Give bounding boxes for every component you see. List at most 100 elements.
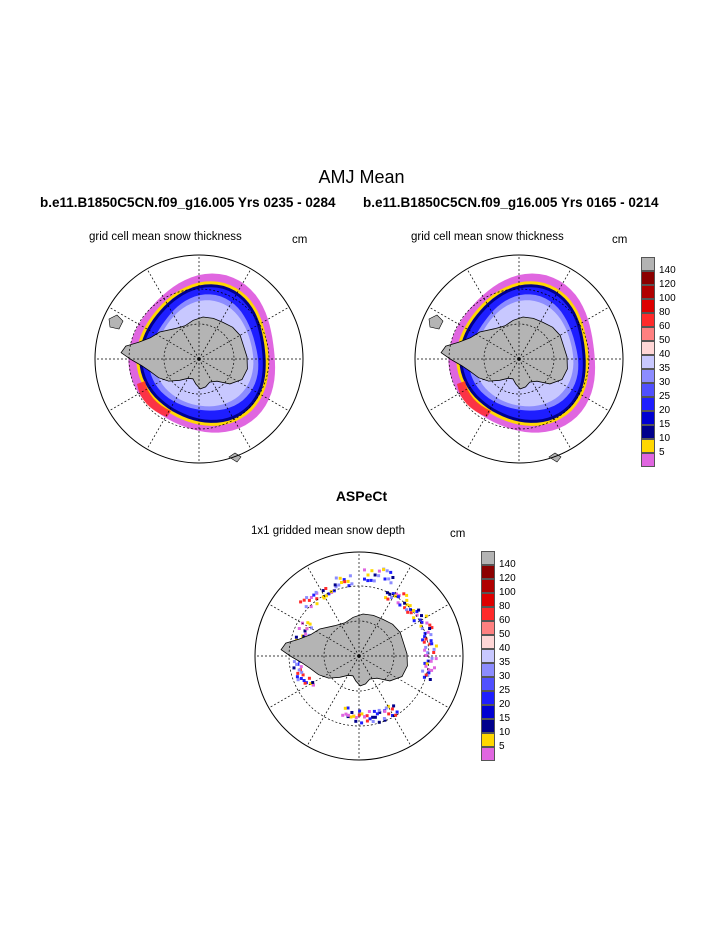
aspect-observation-cell xyxy=(303,629,307,633)
aspect-observation-cell xyxy=(321,595,325,599)
meridian-line xyxy=(306,655,360,747)
aspect-observation-cell xyxy=(405,603,409,607)
aspect-observation-cell xyxy=(423,661,427,665)
aspect-observation-cell xyxy=(422,640,426,644)
meridian-line xyxy=(198,358,290,412)
colorbar-swatch xyxy=(641,285,655,299)
colorbar-label: 120 xyxy=(499,573,516,584)
colorbar-label: 40 xyxy=(659,349,671,360)
antarctica-landmass xyxy=(440,316,568,390)
meridian-line xyxy=(306,565,360,657)
aspect-observation-cell xyxy=(295,675,299,679)
colorbar-swatch xyxy=(481,719,495,733)
aspect-observation-cell xyxy=(430,656,434,660)
colorbar-swatch xyxy=(641,355,655,369)
meridian-line xyxy=(358,603,450,657)
aspect-observation-cell xyxy=(428,678,432,681)
aspect-observation-cell xyxy=(385,591,389,595)
aspect-observation-cell xyxy=(354,719,358,723)
colorbar-swatch xyxy=(641,257,655,271)
aspect-observation-cell xyxy=(419,624,423,628)
aspect-observation-cell xyxy=(403,606,407,610)
aspect-observation-cell xyxy=(415,613,419,617)
meridian-line xyxy=(108,306,200,360)
colorbar-swatch xyxy=(641,327,655,341)
aspect-observation-cell xyxy=(302,679,306,682)
colorbar-label: 80 xyxy=(499,601,511,612)
colorbar-label: 50 xyxy=(659,335,671,346)
aspect-observation-cell xyxy=(387,712,391,716)
aspect-observation-cell xyxy=(299,600,303,604)
colorbar-label: 15 xyxy=(499,713,511,724)
aspect-observation-cell xyxy=(391,592,395,596)
aspect-observation-cell xyxy=(403,601,407,605)
aspect-observation-cell xyxy=(365,714,369,718)
colorbar-swatch xyxy=(481,621,495,635)
aspect-observation-cell xyxy=(372,709,376,713)
colorbar-label: 5 xyxy=(499,741,505,752)
aspect-observation-cell xyxy=(366,579,370,583)
aspect-observation-cell xyxy=(365,719,369,723)
aspect-observation-cell xyxy=(384,596,388,600)
aspect-observation-cell xyxy=(425,662,429,666)
aspect-observation-cell xyxy=(371,715,375,719)
aspect-observation-cell xyxy=(302,634,306,638)
aspect-observation-cell xyxy=(315,597,319,601)
colorbar-swatch xyxy=(481,635,495,649)
aspect-observation-cell xyxy=(426,630,430,634)
aspect-observation-cell xyxy=(347,584,351,588)
meridian-line xyxy=(198,358,252,450)
aspect-observation-cell xyxy=(349,715,353,719)
colorbar-label: 10 xyxy=(659,433,671,444)
aspect-observation-cell xyxy=(433,666,436,670)
latitude-circle xyxy=(323,620,395,692)
colorbar-label: 20 xyxy=(499,699,511,710)
aspect-observation-cell xyxy=(321,589,325,593)
meridian-line xyxy=(518,306,610,360)
colorbar-label: 30 xyxy=(659,377,671,388)
aspect-observation-cell xyxy=(301,673,305,677)
colorbar-swatch xyxy=(641,453,655,467)
colorbar-label: 100 xyxy=(659,293,676,304)
aspect-observation-cell xyxy=(337,583,341,587)
aspect-observation-cell xyxy=(312,593,316,597)
polar-map-right xyxy=(414,254,624,464)
aspect-observation-cell xyxy=(408,608,412,612)
colorbar-label: 140 xyxy=(499,559,516,570)
aspect-observation-cell xyxy=(396,601,400,605)
aspect-observation-cell xyxy=(412,619,416,623)
aspect-observation-cell xyxy=(363,568,366,572)
right-run-title: b.e11.B1850C5CN.f09_g16.005 Yrs 0165 - 0… xyxy=(363,195,659,210)
aspect-observation-cell xyxy=(324,587,328,590)
meridian-line xyxy=(358,655,412,747)
aspect-observation-cell xyxy=(309,605,313,609)
aspect-section-title: ASPeCt xyxy=(335,488,388,504)
aspect-observation-cell xyxy=(423,648,427,652)
aspect-observation-cell xyxy=(352,714,356,718)
aspect-observation-cell xyxy=(387,577,391,581)
colorbar-label: 40 xyxy=(499,643,511,654)
colorbar-swatch xyxy=(641,299,655,313)
aspect-observation-cell xyxy=(297,668,301,672)
south-america-tip xyxy=(108,314,124,330)
aspect-observation-cell xyxy=(346,706,350,710)
aspect-observation-cell xyxy=(426,651,430,655)
aspect-observation-cell xyxy=(391,714,394,717)
colorbar-swatch xyxy=(481,747,495,761)
aspect-observation-cell xyxy=(327,592,331,596)
aspect-observation-cell xyxy=(430,668,434,672)
aspect-observation-cell xyxy=(302,598,306,602)
colorbar-label: 35 xyxy=(659,363,671,374)
bottom-panel-subtitle: 1x1 gridded mean snow depth xyxy=(251,525,406,537)
aspect-observation-cell xyxy=(420,614,423,618)
aspect-observation-cell xyxy=(424,614,428,618)
antarctica-landmass xyxy=(120,316,248,390)
colorbar-label: 120 xyxy=(659,279,676,290)
aspect-observation-cell xyxy=(354,716,358,719)
meridian-line xyxy=(466,358,520,450)
aspect-observation-cell xyxy=(292,666,296,670)
aspect-observation-cell xyxy=(383,709,387,713)
aspect-observation-cell xyxy=(426,673,430,677)
aspect-observation-cell xyxy=(371,720,375,723)
aspect-observation-cell xyxy=(423,635,427,639)
